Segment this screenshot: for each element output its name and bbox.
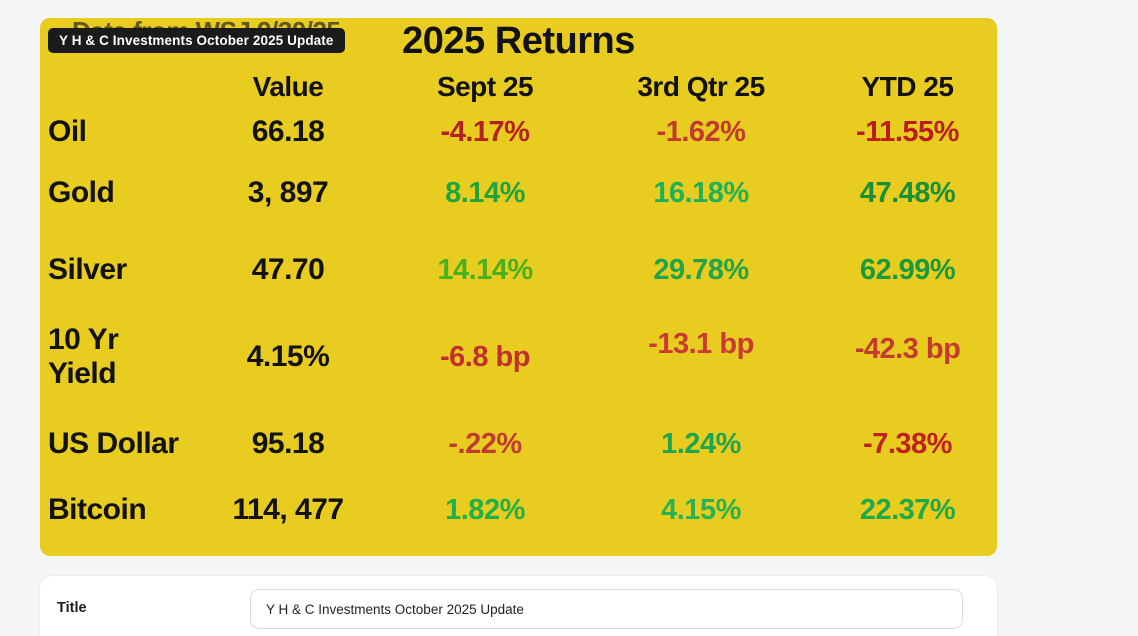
row-label-oil: Oil	[48, 115, 87, 149]
oil-qtr: -1.62%	[656, 115, 746, 148]
us-dollar-ytd: -7.38%	[863, 427, 952, 460]
title-field-label: Title	[57, 600, 87, 616]
silver-ytd: 62.99%	[859, 253, 956, 286]
10yr-ytd: -42.3 bp	[854, 332, 961, 365]
gold-sept: 8.14%	[445, 176, 525, 209]
bitcoin-qtr: 4.15%	[661, 493, 741, 526]
silver-qtr: 29.78%	[653, 253, 749, 286]
row-label-us-dollar: US Dollar	[48, 427, 179, 461]
column-header-qtr: 3rd Qtr 25	[637, 71, 765, 103]
10yr-qtr: -13.1 bp	[648, 327, 754, 360]
10yr-sept: -6.8 bp	[440, 340, 530, 373]
us-dollar-sept: -.22%	[448, 427, 522, 460]
us-dollar-value: 95.18	[251, 427, 325, 461]
10yr-value: 4.15%	[246, 340, 330, 374]
gold-qtr: 16.18%	[653, 176, 749, 209]
column-header-spacer	[40, 68, 190, 106]
oil-value: 66.18	[251, 115, 325, 149]
column-header-ytd: YTD 25	[861, 71, 954, 103]
returns-table: Value Sept 25 3rd Qtr 25 YTD 25 Oil 66.1…	[40, 68, 997, 534]
editor-panel: Title	[40, 576, 997, 636]
silver-value: 47.70	[251, 253, 325, 287]
row-label-silver: Silver	[48, 253, 127, 287]
bitcoin-value: 114, 477	[232, 493, 344, 527]
returns-image-card: Data from WSJ 9/30/25 Y H & C Investment…	[40, 18, 997, 556]
row-label-bitcoin: Bitcoin	[48, 493, 147, 527]
gold-value: 3, 897	[247, 176, 329, 210]
us-dollar-qtr: 1.24%	[661, 427, 741, 460]
silver-sept: 14.14%	[437, 253, 533, 286]
oil-sept: -4.17%	[440, 115, 530, 148]
row-label-10yr-yield: 10 Yr Yield	[48, 323, 119, 390]
bitcoin-sept: 1.82%	[445, 493, 525, 526]
oil-ytd: -11.55%	[856, 115, 959, 148]
overlay-title-badge: Y H & C Investments October 2025 Update	[48, 28, 345, 53]
column-header-sept: Sept 25	[436, 71, 534, 103]
bitcoin-ytd: 22.37%	[859, 493, 956, 526]
image-title: 2025 Returns	[402, 20, 635, 62]
column-header-value: Value	[252, 71, 324, 103]
row-label-gold: Gold	[48, 176, 115, 210]
title-input[interactable]	[250, 589, 963, 629]
gold-ytd: 47.48%	[859, 176, 956, 209]
